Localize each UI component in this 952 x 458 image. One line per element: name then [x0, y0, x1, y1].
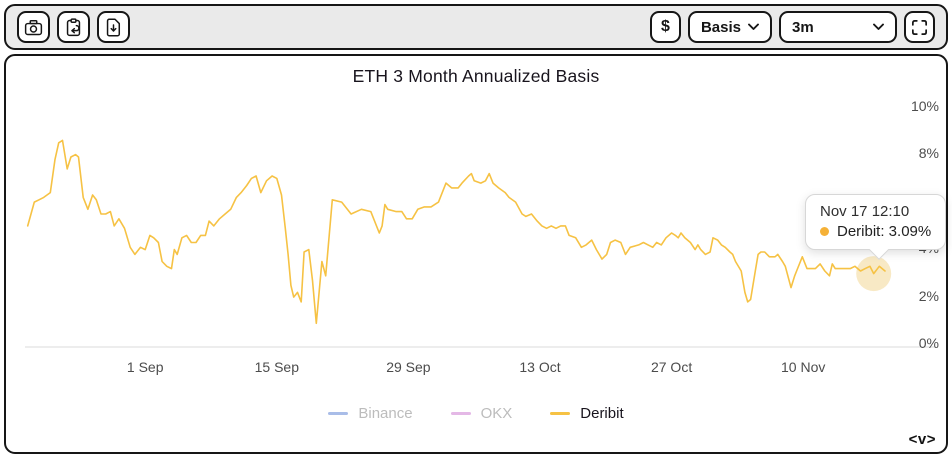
chart-plot-area[interactable] [6, 56, 946, 452]
file-download-icon [103, 17, 124, 38]
legend-item-deribit[interactable]: Deribit [550, 405, 624, 422]
basis-label: Basis [700, 18, 741, 36]
chevron-down-icon [748, 23, 759, 31]
y-tick-label: 10% [910, 97, 939, 114]
fullscreen-brackets-icon [910, 18, 929, 37]
download-data-button[interactable] [97, 11, 130, 43]
toolbar-left-group [17, 11, 130, 43]
fullscreen-button[interactable] [904, 11, 935, 43]
currency-label: $ [661, 18, 670, 35]
x-tick-label: 15 Sep [254, 359, 299, 375]
timeframe-value: 3m [792, 18, 814, 36]
x-tick-label: 27 Oct [650, 359, 693, 375]
y-tick-label: 2% [918, 287, 939, 304]
copy-to-clipboard-button[interactable] [57, 11, 90, 43]
velo-logo: <v> [908, 431, 936, 448]
tooltip-time: Nov 17 12:10 [820, 203, 910, 220]
chevron-down-icon [873, 23, 884, 31]
toolbar-right-group: $ Basis 3m [649, 11, 935, 43]
deribit-series-line [26, 139, 886, 325]
chart-title: ETH 3 Month Annualized Basis [352, 66, 600, 86]
legend-label: Deribit [580, 405, 624, 422]
basis-dropdown-button[interactable]: Basis [687, 11, 772, 43]
y-tick-label: 0% [918, 335, 939, 351]
x-tick-label: 1 Sep [126, 359, 164, 375]
chart-panel: ETH 3 Month Annualized Basis 1 Sep 15 Sep… [4, 54, 948, 454]
legend-label: Binance [358, 405, 413, 422]
timeframe-select[interactable]: 3m [779, 11, 897, 43]
tooltip-series-value: Deribit: 3.09% [837, 223, 932, 240]
legend-swatch-icon [328, 412, 349, 415]
x-tick-label: 29 Sep [386, 359, 431, 375]
y-tick-label: 8% [918, 145, 939, 161]
tooltip-series-dot-icon [820, 227, 829, 236]
x-tick-label: 10 Nov [781, 359, 826, 375]
camera-icon [23, 17, 44, 38]
legend-item-binance[interactable]: Binance [328, 405, 413, 422]
tooltip: Nov 17 12:10 Deribit: 3.09% [805, 194, 947, 260]
currency-toggle-button[interactable]: $ [649, 11, 681, 43]
toolbar: $ Basis 3m [4, 4, 948, 50]
x-tick-label: 13 Oct [519, 359, 561, 375]
screenshot-button[interactable] [17, 11, 50, 43]
legend-label: OKX [480, 405, 513, 422]
legend-swatch-icon [550, 412, 571, 415]
legend-swatch-icon [450, 412, 471, 415]
legend: Binance OKX Deribit [6, 405, 946, 422]
legend-item-okx[interactable]: OKX [450, 405, 513, 422]
clipboard-arrow-icon [63, 17, 84, 38]
